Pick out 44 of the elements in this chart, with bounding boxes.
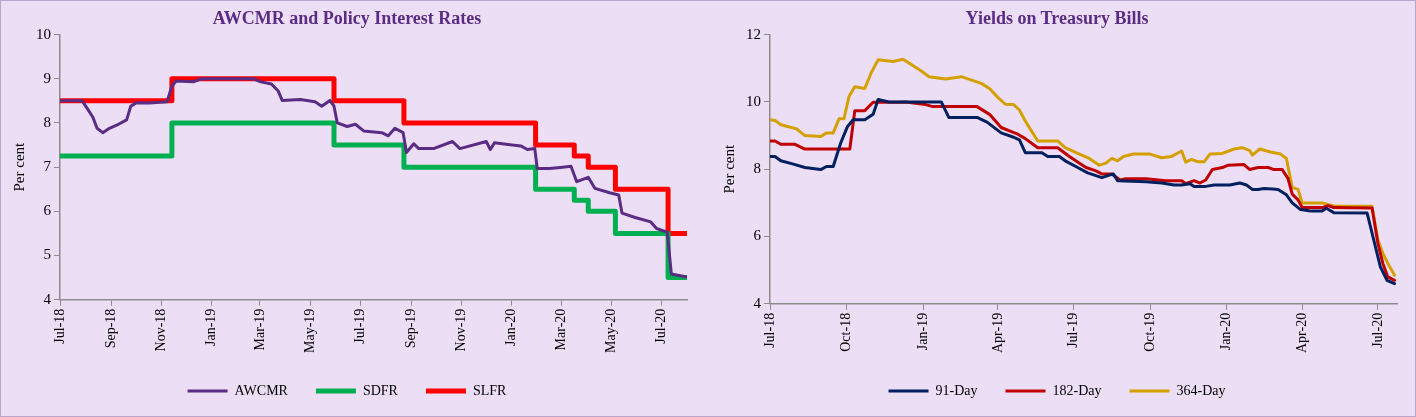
y-tick-label: 6 xyxy=(753,227,762,244)
legend-label: 182-Day xyxy=(1052,382,1102,398)
legend-label: AWCMR xyxy=(234,382,289,398)
x-tick-label: Jul-20 xyxy=(653,308,669,344)
x-tick-label: Sep-19 xyxy=(403,308,419,349)
y-tick-label: 10 xyxy=(36,25,51,42)
legend-label: SDFR xyxy=(362,382,399,398)
y-tick-label: 9 xyxy=(43,69,51,86)
x-tick-label: Oct-18 xyxy=(838,312,854,352)
x-tick-label: Nov-18 xyxy=(152,308,168,352)
y-tick-label: 7 xyxy=(43,158,52,175)
y-axis-title: Per cent xyxy=(720,144,737,194)
y-tick-label: 4 xyxy=(43,290,52,307)
x-tick-label: Jan-20 xyxy=(503,308,519,346)
legend-label: 91-Day xyxy=(935,382,978,398)
x-tick-label: Jan-20 xyxy=(1218,312,1234,351)
chart-title: AWCMR and Policy Interest Rates xyxy=(212,8,482,29)
x-tick-label: Jul-18 xyxy=(51,308,67,344)
y-tick-label: 8 xyxy=(43,113,51,130)
x-tick-label: Jul-19 xyxy=(352,308,368,344)
x-tick-label: Jul-18 xyxy=(761,312,777,348)
x-tick-label: Jan-19 xyxy=(914,312,930,351)
y-tick-label: 8 xyxy=(753,160,761,177)
x-tick-label: Apr-19 xyxy=(989,312,1005,353)
y-tick-label: 10 xyxy=(746,92,761,109)
x-tick-label: May-19 xyxy=(301,308,317,353)
legend-label: SLFR xyxy=(472,382,508,398)
y-tick-label: 5 xyxy=(43,246,51,263)
chart-title: Yields on Treasury Bills xyxy=(965,8,1149,29)
x-tick-label: Apr-20 xyxy=(1293,312,1309,353)
x-tick-label: Jan-19 xyxy=(203,308,219,346)
x-tick-label: Sep-18 xyxy=(102,308,118,349)
legend-label: 364-Day xyxy=(1176,382,1226,398)
x-tick-label: Oct-19 xyxy=(1141,312,1157,352)
y-tick-label: 12 xyxy=(746,25,761,42)
x-tick-label: Nov-19 xyxy=(453,308,469,352)
x-tick-label: Mar-19 xyxy=(251,308,267,351)
x-tick-label: Jul-19 xyxy=(1065,312,1081,348)
y-axis-title: Per cent xyxy=(10,141,27,192)
x-tick-label: May-20 xyxy=(602,308,618,353)
y-tick-label: 4 xyxy=(753,294,762,311)
y-tick-label: 6 xyxy=(43,202,52,219)
x-tick-label: Mar-20 xyxy=(552,308,568,351)
x-tick-label: Jul-20 xyxy=(1369,312,1385,348)
